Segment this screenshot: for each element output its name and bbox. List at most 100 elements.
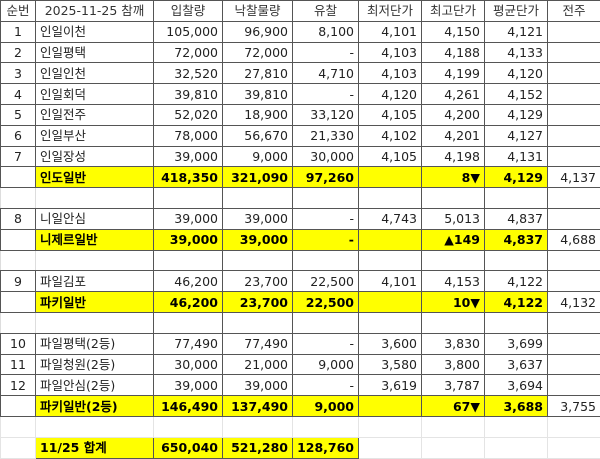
subtotal-bid[interactable]: 146,490	[154, 396, 223, 417]
row-fail[interactable]: -	[293, 84, 359, 105]
subtotal-won[interactable]: 23,700	[223, 292, 293, 313]
row-fail[interactable]: -	[293, 375, 359, 396]
subtotal-won[interactable]: 137,490	[223, 396, 293, 417]
empty-cell[interactable]	[293, 312, 359, 333]
header-fail[interactable]: 유찰	[293, 1, 359, 22]
row-won[interactable]: 39,000	[223, 208, 293, 229]
subtotal-prev-week[interactable]: 4,132	[548, 292, 600, 313]
total-won[interactable]: 521,280	[223, 437, 293, 458]
row-max[interactable]: 4,261	[422, 84, 485, 105]
row-prev[interactable]	[548, 354, 600, 375]
row-number[interactable]: 8	[1, 208, 36, 229]
subtotal-prev-week[interactable]: 4,688	[548, 229, 600, 250]
empty-cell[interactable]	[36, 416, 154, 437]
empty-cell[interactable]	[485, 437, 548, 458]
row-avg[interactable]: 4,837	[485, 208, 548, 229]
empty-cell[interactable]	[422, 188, 485, 209]
empty-cell[interactable]	[359, 416, 422, 437]
row-max[interactable]: 3,787	[422, 375, 485, 396]
row-name[interactable]: 파일안심(2등)	[36, 375, 154, 396]
row-avg[interactable]: 4,131	[485, 146, 548, 167]
subtotal-fail[interactable]: -	[293, 229, 359, 250]
empty-cell[interactable]	[154, 312, 223, 333]
row-prev[interactable]	[548, 375, 600, 396]
row-number[interactable]: 3	[1, 63, 36, 84]
row-bid[interactable]: 46,200	[154, 271, 223, 292]
row-avg[interactable]: 4,120	[485, 63, 548, 84]
row-name[interactable]: 인일이천	[36, 21, 154, 42]
row-bid[interactable]: 30,000	[154, 354, 223, 375]
empty-cell[interactable]	[154, 250, 223, 271]
row-fail[interactable]: 4,710	[293, 63, 359, 84]
row-min[interactable]: 4,103	[359, 42, 422, 63]
row-prev[interactable]	[548, 333, 600, 354]
row-max[interactable]: 3,830	[422, 333, 485, 354]
subtotal-bid[interactable]: 39,000	[154, 229, 223, 250]
empty-cell[interactable]	[1, 188, 36, 209]
row-prev[interactable]	[548, 146, 600, 167]
subtotal-min[interactable]	[359, 396, 422, 417]
row-max[interactable]: 4,153	[422, 271, 485, 292]
row-number[interactable]: 5	[1, 104, 36, 125]
row-prev[interactable]	[548, 21, 600, 42]
row-min[interactable]: 4,103	[359, 63, 422, 84]
subtotal-fail[interactable]: 22,500	[293, 292, 359, 313]
row-max[interactable]: 3,800	[422, 354, 485, 375]
empty-cell[interactable]	[359, 437, 422, 458]
row-won[interactable]: 23,700	[223, 271, 293, 292]
row-min[interactable]: 4,105	[359, 104, 422, 125]
row-bid[interactable]: 32,520	[154, 63, 223, 84]
subtotal-avg[interactable]: 4,122	[485, 292, 548, 313]
empty-cell[interactable]	[548, 312, 600, 333]
subtotal-avg[interactable]: 3,688	[485, 396, 548, 417]
subtotal-number[interactable]	[1, 292, 36, 313]
empty-cell[interactable]	[36, 312, 154, 333]
subtotal-avg[interactable]: 4,129	[485, 167, 548, 188]
row-fail[interactable]: 9,000	[293, 354, 359, 375]
empty-cell[interactable]	[293, 250, 359, 271]
row-name[interactable]: 인일부산	[36, 125, 154, 146]
row-fail[interactable]: -	[293, 42, 359, 63]
empty-cell[interactable]	[485, 250, 548, 271]
row-avg[interactable]: 4,152	[485, 84, 548, 105]
row-bid[interactable]: 105,000	[154, 21, 223, 42]
row-name[interactable]: 파일청원(2등)	[36, 354, 154, 375]
empty-cell[interactable]	[485, 312, 548, 333]
row-max[interactable]: 4,150	[422, 21, 485, 42]
subtotal-change[interactable]: 67▼	[422, 396, 485, 417]
empty-cell[interactable]	[422, 416, 485, 437]
row-won[interactable]: 96,900	[223, 21, 293, 42]
subtotal-bid[interactable]: 418,350	[154, 167, 223, 188]
row-fail[interactable]: 21,330	[293, 125, 359, 146]
row-bid[interactable]: 77,490	[154, 333, 223, 354]
row-bid[interactable]: 39,000	[154, 208, 223, 229]
row-prev[interactable]	[548, 104, 600, 125]
row-min[interactable]: 4,102	[359, 125, 422, 146]
row-prev[interactable]	[548, 63, 600, 84]
row-won[interactable]: 77,490	[223, 333, 293, 354]
empty-cell[interactable]	[422, 312, 485, 333]
empty-cell[interactable]	[548, 250, 600, 271]
empty-cell[interactable]	[223, 416, 293, 437]
row-min[interactable]: 4,101	[359, 271, 422, 292]
row-bid[interactable]: 39,000	[154, 146, 223, 167]
subtotal-min[interactable]	[359, 292, 422, 313]
total-name[interactable]: 11/25 합계	[36, 437, 154, 458]
row-max[interactable]: 4,199	[422, 63, 485, 84]
subtotal-bid[interactable]: 46,200	[154, 292, 223, 313]
row-won[interactable]: 18,900	[223, 104, 293, 125]
row-bid[interactable]: 39,810	[154, 84, 223, 105]
empty-cell[interactable]	[422, 437, 485, 458]
subtotal-min[interactable]	[359, 229, 422, 250]
row-fail[interactable]: 30,000	[293, 146, 359, 167]
row-number[interactable]: 9	[1, 271, 36, 292]
row-min[interactable]: 4,743	[359, 208, 422, 229]
subtotal-change[interactable]: ▲149	[422, 229, 485, 250]
header-no[interactable]: 순번	[1, 1, 36, 22]
empty-cell[interactable]	[485, 188, 548, 209]
empty-cell[interactable]	[359, 188, 422, 209]
subtotal-number[interactable]	[1, 167, 36, 188]
subtotal-min[interactable]	[359, 167, 422, 188]
subtotal-fail[interactable]: 9,000	[293, 396, 359, 417]
row-name[interactable]: 파일평택(2등)	[36, 333, 154, 354]
